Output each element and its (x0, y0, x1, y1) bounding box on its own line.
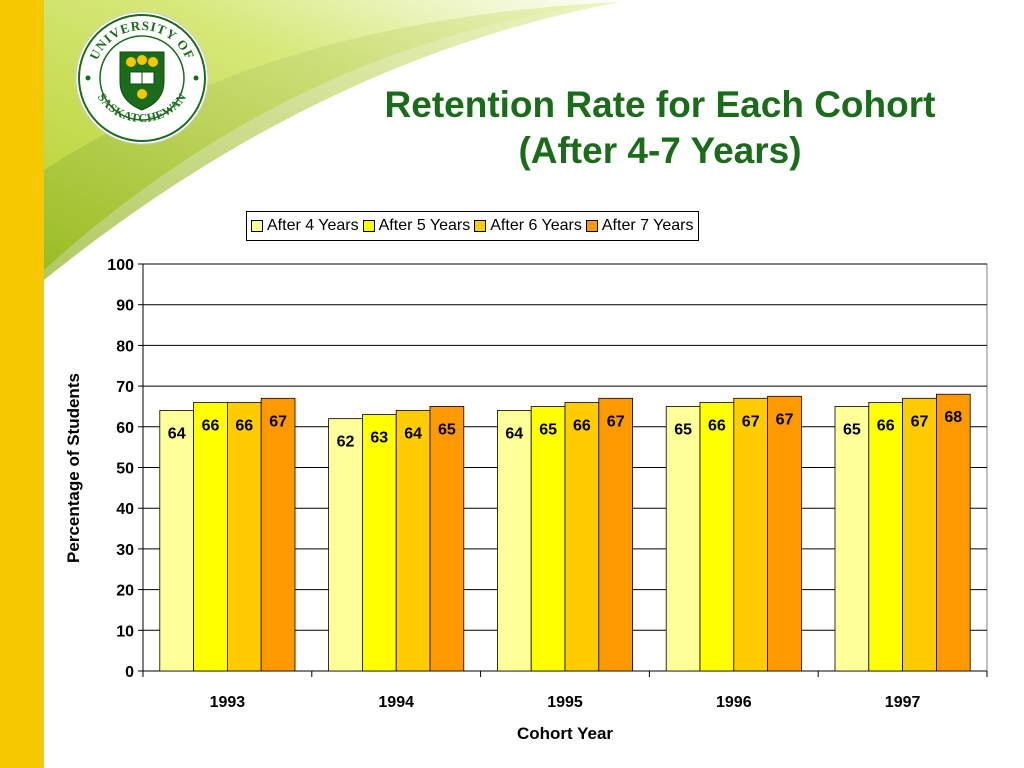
bar-after-4-years-1997 (834, 406, 870, 672)
bar-after-5-years-1996 (699, 401, 735, 672)
legend-swatch (362, 220, 375, 232)
data-label: 66 (708, 417, 726, 434)
bar-after-4-years-1996 (665, 406, 701, 672)
bar-after-5-years-1995 (530, 406, 566, 672)
data-label: 63 (370, 430, 388, 447)
bar-after-6-years-1996 (733, 397, 768, 672)
bar-after-5-years-1994 (361, 414, 397, 672)
x-tick-label: 1993 (210, 694, 246, 711)
data-label: 64 (404, 426, 422, 443)
data-label: 67 (776, 411, 794, 428)
legend-swatch (474, 220, 487, 232)
y-tick-label: 0 (125, 664, 134, 681)
y-tick-label: 50 (116, 461, 134, 478)
legend-label: After 7 Years (601, 217, 694, 234)
data-label: 64 (168, 426, 186, 443)
data-label: 65 (438, 421, 456, 438)
x-tick-label: 1995 (547, 694, 583, 711)
y-tick-label: 60 (116, 420, 134, 437)
bar-after-6-years-1994 (395, 410, 431, 672)
y-tick-label: 30 (116, 542, 134, 559)
data-label: 66 (202, 417, 220, 434)
bar-after-4-years-1994 (328, 418, 363, 672)
legend-item-after-7-years: After 7 Years (585, 217, 694, 235)
y-tick-label: 70 (116, 379, 134, 396)
bar-after-7-years-1993 (260, 397, 296, 672)
data-label: 67 (742, 413, 760, 430)
x-tick-label: 1996 (716, 694, 752, 711)
data-label: 65 (674, 421, 692, 438)
legend-item-after-6-years: After 6 Years (474, 217, 582, 235)
data-label: 67 (269, 413, 287, 430)
bar-after-6-years-1993 (226, 401, 262, 672)
university-crest-logo: UNIVERSITY OF SASKATCHEWAN (75, 11, 209, 145)
y-tick-label: 10 (116, 623, 134, 640)
bar-after-7-years-1995 (598, 397, 633, 672)
bar-after-4-years-1995 (496, 410, 532, 672)
data-label: 64 (505, 426, 523, 443)
legend-label: After 4 Years (267, 217, 359, 234)
y-tick-label: 20 (116, 583, 134, 600)
data-label: 66 (573, 417, 591, 434)
slide-title-line-2: (After 4-7 Years) (518, 130, 802, 171)
data-label: 67 (607, 413, 625, 430)
data-label: 62 (337, 434, 355, 451)
legend-swatch (251, 220, 263, 232)
y-tick-label: 40 (116, 501, 134, 518)
x-tick-label: 1994 (378, 694, 414, 711)
chart-legend: After 4 Years After 5 Years After 6 Year… (246, 211, 699, 241)
data-label: 67 (911, 413, 929, 430)
legend-label: After 5 Years (378, 217, 471, 234)
slide-title-line-1: Retention Rate for Each Cohort (384, 84, 936, 125)
y-axis-label: Percentage of Students (64, 373, 83, 563)
bar-after-7-years-1997 (936, 393, 971, 672)
data-label: 65 (539, 421, 557, 438)
x-tick-label: 1997 (885, 694, 921, 711)
bar-after-5-years-1993 (193, 401, 228, 672)
legend-label: After 6 Years (490, 217, 582, 234)
y-tick-label: 100 (107, 257, 134, 274)
data-label: 65 (843, 421, 861, 438)
bar-after-7-years-1996 (767, 395, 802, 672)
bar-after-6-years-1997 (902, 397, 937, 672)
data-label: 66 (877, 417, 895, 434)
y-tick-label: 80 (116, 338, 134, 355)
slide-title: Retention Rate for Each Cohort (After 4-… (300, 82, 1020, 174)
sidebar-stripe (0, 0, 44, 768)
legend-item-after-5-years: After 5 Years (362, 217, 471, 235)
legend-item-after-4-years: After 4 Years (251, 217, 359, 235)
data-label: 68 (944, 409, 962, 426)
legend-swatch (585, 220, 598, 232)
bar-after-4-years-1993 (159, 410, 195, 672)
bar-after-6-years-1995 (564, 401, 600, 672)
bar-after-7-years-1994 (429, 406, 465, 672)
data-label: 66 (235, 417, 253, 434)
x-axis-label: Cohort Year (517, 724, 613, 743)
y-tick-label: 90 (116, 298, 134, 315)
bar-after-5-years-1997 (868, 401, 903, 672)
